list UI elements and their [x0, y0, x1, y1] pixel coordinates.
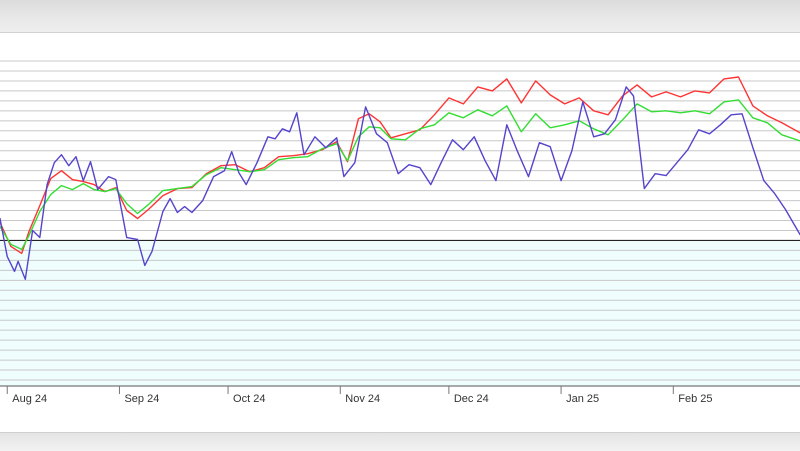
- grid-lines: [0, 60, 800, 381]
- x-tick-label: Sep 24: [124, 393, 159, 405]
- top-toolbar: [0, 0, 800, 33]
- series-lines: [0, 76, 800, 280]
- bottom-scrollbar[interactable]: [0, 432, 800, 451]
- x-tick-label: Jan 25: [566, 393, 599, 405]
- x-tick-label: Feb 25: [678, 393, 712, 405]
- x-tick-label: Oct 24: [233, 393, 265, 405]
- x-tick-label: Dec 24: [454, 393, 489, 405]
- x-axis-ticks: Aug 24 Sep 24 Oct 24 Nov 24 Dec 24 Jan 25 Feb …: [6, 386, 713, 405]
- chart-band-below: [0, 240, 800, 386]
- x-tick-label: Aug 24: [12, 393, 47, 405]
- x-tick-label: Nov 24: [345, 393, 380, 405]
- series-line-blue: [0, 86, 800, 280]
- series-line-green: [0, 99, 800, 251]
